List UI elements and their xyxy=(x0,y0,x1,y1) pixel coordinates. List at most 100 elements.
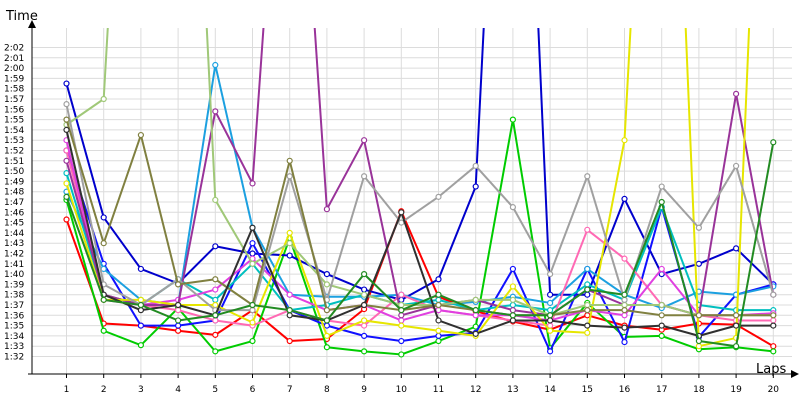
data-point xyxy=(472,307,479,314)
data-point xyxy=(361,173,368,180)
data-point xyxy=(249,240,256,247)
data-point xyxy=(212,108,219,115)
data-point xyxy=(323,317,330,324)
data-point xyxy=(398,219,405,226)
x-tick-label: 1 xyxy=(64,385,70,395)
x-tick-label: 11 xyxy=(433,385,444,395)
series-line xyxy=(63,61,777,312)
y-tick-label: 1:58 xyxy=(4,85,24,95)
data-point xyxy=(732,90,740,97)
data-point xyxy=(435,327,442,334)
data-point xyxy=(249,250,256,257)
data-point xyxy=(286,157,293,164)
x-tick-label: 13 xyxy=(507,385,518,395)
data-point xyxy=(546,312,554,319)
y-tick-label: 1:46 xyxy=(4,208,24,218)
x-tick-label: 20 xyxy=(768,385,780,395)
data-point xyxy=(398,209,405,216)
y-tick-label: 1:43 xyxy=(4,239,24,249)
data-point xyxy=(509,301,517,309)
data-point xyxy=(584,265,591,273)
data-point xyxy=(212,243,219,250)
data-point xyxy=(435,337,442,345)
x-tick-label: 5 xyxy=(212,385,218,395)
y-tick-label: 1:38 xyxy=(4,291,24,301)
data-point xyxy=(546,307,554,314)
x-tick-label: 9 xyxy=(361,385,367,395)
y-tick-label: 1:49 xyxy=(4,177,24,187)
y-tick-label: 1:44 xyxy=(4,229,24,239)
data-point xyxy=(546,317,554,324)
x-tick-label: 2 xyxy=(101,385,107,395)
data-point xyxy=(286,312,293,319)
data-point xyxy=(658,198,665,206)
data-point xyxy=(435,307,442,314)
data-point xyxy=(286,291,293,298)
data-point xyxy=(509,116,517,123)
data-point xyxy=(546,327,554,334)
y-tick-label: 1:36 xyxy=(4,311,24,321)
data-point xyxy=(658,332,665,339)
data-point xyxy=(323,322,330,329)
data-point xyxy=(770,322,777,329)
data-point xyxy=(621,291,628,298)
data-point xyxy=(398,296,405,303)
data-point xyxy=(286,173,293,180)
series-path xyxy=(65,28,751,348)
data-point xyxy=(175,322,182,329)
data-point xyxy=(770,139,777,146)
data-point xyxy=(770,317,777,324)
series-line xyxy=(63,116,777,319)
data-point xyxy=(63,101,70,108)
data-point xyxy=(100,95,107,103)
data-point xyxy=(509,265,517,273)
x-tick-labels: 1 2 3 4 5 6 7 8 9 10 11 12 13 14 15 16 17 18 19 20 xyxy=(64,385,780,395)
data-point xyxy=(695,260,703,267)
data-point xyxy=(249,260,256,267)
data-point xyxy=(212,331,219,338)
y-tick-label: 1:35 xyxy=(4,322,24,332)
data-point xyxy=(509,317,517,324)
data-point xyxy=(212,348,219,355)
grid xyxy=(32,28,792,374)
y-tick-label: 1:39 xyxy=(4,280,24,290)
data-point xyxy=(100,265,107,273)
data-point xyxy=(361,271,368,278)
data-point xyxy=(658,312,665,319)
x-tick-label: 14 xyxy=(544,385,556,395)
data-point xyxy=(435,193,442,200)
data-point xyxy=(621,255,628,262)
data-point xyxy=(472,162,479,170)
data-point xyxy=(770,312,777,319)
x-tick-label: 3 xyxy=(138,385,144,395)
data-point xyxy=(63,116,70,123)
data-point xyxy=(435,291,442,298)
series-path xyxy=(65,150,774,353)
x-tick-label: 18 xyxy=(693,385,705,395)
y-tick-label: 1:59 xyxy=(4,74,24,84)
data-point xyxy=(584,307,591,314)
y-tick-label: 1:48 xyxy=(4,188,24,198)
data-point xyxy=(472,330,479,337)
data-point xyxy=(546,348,554,355)
data-point xyxy=(286,240,293,247)
y-tick-label: 2:02 xyxy=(4,44,24,54)
x-tick-label: 15 xyxy=(582,385,593,395)
data-point xyxy=(286,229,293,236)
data-point xyxy=(546,271,554,278)
data-point xyxy=(398,337,405,345)
data-point xyxy=(732,162,740,170)
x-tick-label: 17 xyxy=(656,385,667,395)
data-point xyxy=(323,271,330,278)
data-point xyxy=(361,348,368,355)
y-tick-label: 1:42 xyxy=(4,250,24,260)
data-point xyxy=(323,332,330,339)
data-point xyxy=(435,332,442,339)
data-point xyxy=(323,206,330,213)
y-tick-label: 1:55 xyxy=(4,116,24,126)
data-point xyxy=(398,307,405,314)
data-point xyxy=(175,307,182,314)
data-point xyxy=(249,301,256,309)
data-point xyxy=(361,286,368,293)
series-path xyxy=(65,118,774,356)
